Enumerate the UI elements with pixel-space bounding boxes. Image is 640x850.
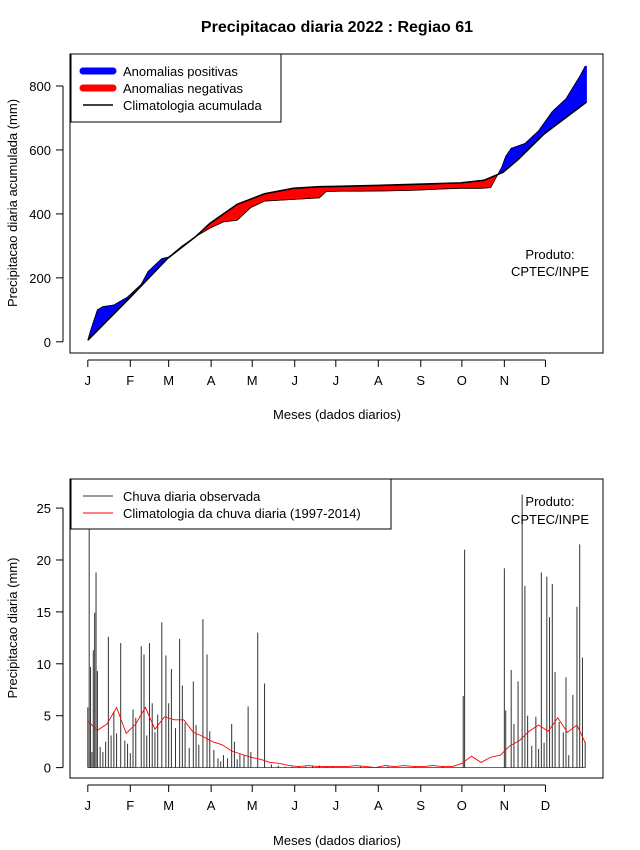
legend-label-observed: Chuva diaria observada: [123, 489, 261, 504]
x-tick-label: N: [500, 798, 509, 813]
y-axis-label: Precipitacao diaria (mm): [5, 558, 20, 699]
legend-label-climatology: Climatologia da chuva diaria (1997-2014): [123, 506, 361, 521]
plot-frame: [69, 53, 604, 354]
x-tick-label: J: [291, 798, 298, 813]
x-tick-label: A: [374, 798, 383, 813]
y-tick-label: 10: [37, 657, 51, 672]
x-tick-label: J: [85, 798, 92, 813]
x-tick-label: F: [126, 373, 134, 388]
x-tick-label: J: [333, 373, 340, 388]
x-tick-label: D: [541, 798, 550, 813]
x-tick-label: J: [85, 373, 92, 388]
y-tick-label: 0: [44, 761, 51, 776]
y-tick-label: 200: [29, 271, 51, 286]
observed-cumulative-line: [87, 65, 586, 341]
y-tick-label: 5: [44, 709, 51, 724]
observed-daily-bars: [87, 494, 586, 769]
x-tick-label: F: [126, 798, 134, 813]
x-axis-label: Meses (dados diarios): [273, 833, 401, 848]
x-tick-label: N: [500, 373, 509, 388]
axes: J F M A M J J A S O N D 0 5 10 15 20 25: [37, 501, 551, 813]
x-tick-label: D: [541, 373, 550, 388]
x-tick-label: M: [163, 373, 174, 388]
legend: Anomalias positivas Anomalias negativas …: [70, 53, 282, 123]
x-axis-label: Meses (dados diarios): [273, 407, 401, 422]
cumulative-lines: [87, 65, 588, 341]
x-tick-label: M: [247, 798, 258, 813]
legend: Chuva diaria observada Climatologia da c…: [70, 478, 392, 530]
y-tick-label: 25: [37, 501, 51, 516]
x-tick-label: A: [207, 798, 216, 813]
cumulative-panel: J F M A M J J A S O N D 0 200 400 600 800 Precipitacao d…: [5, 53, 604, 422]
x-tick-label: M: [247, 373, 258, 388]
x-tick-label: J: [291, 373, 298, 388]
daily-panel: J F M A M J J A S O N D 0 5 10 15 20 25 Precipitacao diar…: [5, 478, 604, 848]
x-tick-label: S: [416, 373, 425, 388]
x-tick-label: J: [333, 798, 340, 813]
x-tick-label: O: [457, 373, 467, 388]
annotation-line-1: Produto:: [525, 247, 574, 262]
y-axis-label: Precipitacao diaria acumulada (mm): [5, 99, 20, 307]
y-tick-label: 600: [29, 143, 51, 158]
x-tick-label: A: [374, 373, 383, 388]
legend-box: [70, 478, 392, 530]
legend-label-negative: Anomalias negativas: [123, 81, 243, 96]
climatology-cumulative-line: [87, 101, 588, 341]
y-tick-label: 0: [44, 335, 51, 350]
annotation-line-1: Produto:: [525, 494, 574, 509]
x-tick-label: A: [207, 373, 216, 388]
x-tick-label: O: [457, 798, 467, 813]
climatology-daily-line: [87, 706, 586, 769]
y-tick-label: 800: [29, 79, 51, 94]
legend-label-climatology: Climatologia acumulada: [123, 98, 263, 113]
x-tick-label: S: [416, 798, 425, 813]
annotation-line-2: CPTEC/INPE: [511, 264, 589, 279]
climatology-daily-line: [87, 706, 586, 769]
y-tick-label: 15: [37, 605, 51, 620]
legend-label-positive: Anomalias positivas: [123, 64, 238, 79]
axes: J F M A M J J A S O N D 0 200 400 600 800: [29, 79, 550, 388]
positive-anomaly-segment: [584, 65, 587, 104]
x-tick-label: M: [163, 798, 174, 813]
y-tick-label: 400: [29, 207, 51, 222]
main-title: Precipitacao diaria 2022 : Regiao 61: [201, 19, 473, 36]
annotation-line-2: CPTEC/INPE: [511, 512, 589, 527]
y-tick-label: 20: [37, 553, 51, 568]
